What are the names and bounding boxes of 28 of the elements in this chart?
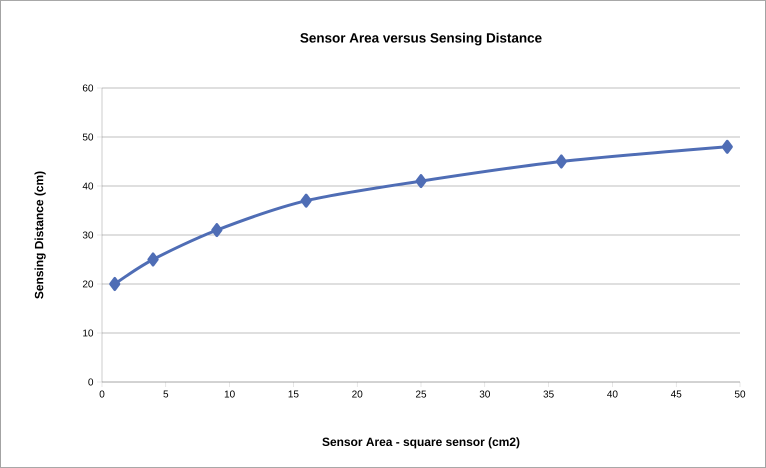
x-tick-label: 0: [100, 390, 104, 398]
x-tick-label: 40: [607, 390, 618, 398]
y-tick-label: 10: [83, 329, 94, 337]
chart-title: Sensor Area versus Sensing Distance: [300, 32, 542, 46]
y-tick-label: 60: [82, 84, 94, 92]
y-tick-label: 20: [82, 280, 94, 288]
y-tick-label: 30: [82, 231, 94, 239]
x-axis-title: Sensor Area - square sensor (cm2): [322, 437, 520, 448]
point: [147, 252, 159, 266]
x-tick-label: 5: [163, 390, 168, 398]
x-tick-label: 10: [224, 390, 235, 398]
x-tick-label: 30: [480, 390, 490, 398]
point: [211, 223, 222, 238]
point: [109, 277, 120, 291]
y-tick-label: 0: [88, 378, 94, 386]
y-axis-title: Sensing Distance (cm): [34, 171, 46, 299]
x-tick-label: 15: [288, 390, 299, 398]
x-tick-label: 45: [670, 390, 682, 398]
y-tick-label: 50: [82, 133, 94, 141]
x-tick-label: 20: [352, 390, 362, 398]
point: [415, 174, 427, 188]
x-tick-label: 50: [734, 390, 746, 398]
point: [722, 140, 733, 154]
y-tick-label: 40: [82, 182, 94, 190]
point: [556, 154, 567, 168]
x-tick-label: 35: [543, 390, 554, 398]
point: [300, 194, 312, 208]
x-tick-label: 25: [416, 390, 426, 398]
